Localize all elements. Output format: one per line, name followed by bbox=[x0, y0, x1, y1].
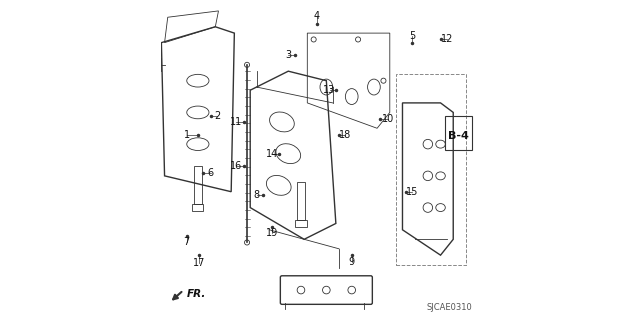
Text: 15: 15 bbox=[406, 187, 418, 197]
Bar bbox=[396, 74, 466, 265]
Bar bbox=[296, 220, 307, 227]
Bar bbox=[192, 204, 204, 211]
Text: 14: 14 bbox=[266, 149, 278, 159]
Text: 1: 1 bbox=[184, 130, 190, 140]
Text: 17: 17 bbox=[193, 258, 205, 268]
Text: 8: 8 bbox=[253, 190, 260, 200]
Text: FR.: FR. bbox=[187, 289, 206, 299]
Text: 7: 7 bbox=[184, 237, 190, 247]
Text: 16: 16 bbox=[230, 161, 242, 171]
Bar bbox=[445, 116, 472, 150]
Text: 2: 2 bbox=[214, 111, 220, 121]
Text: 19: 19 bbox=[266, 228, 278, 238]
Text: 12: 12 bbox=[441, 35, 453, 44]
Text: 9: 9 bbox=[349, 257, 355, 267]
Text: 3: 3 bbox=[285, 50, 291, 60]
Bar bbox=[194, 166, 202, 204]
Text: 4: 4 bbox=[314, 11, 320, 21]
Bar bbox=[297, 182, 305, 220]
Text: 18: 18 bbox=[339, 130, 351, 140]
Text: 5: 5 bbox=[409, 31, 415, 41]
Text: 10: 10 bbox=[382, 114, 394, 124]
Text: B-4: B-4 bbox=[449, 131, 469, 141]
Text: 6: 6 bbox=[207, 168, 214, 178]
Text: 11: 11 bbox=[230, 117, 242, 127]
Text: SJCAE0310: SJCAE0310 bbox=[426, 303, 472, 312]
Text: 13: 13 bbox=[323, 85, 335, 95]
